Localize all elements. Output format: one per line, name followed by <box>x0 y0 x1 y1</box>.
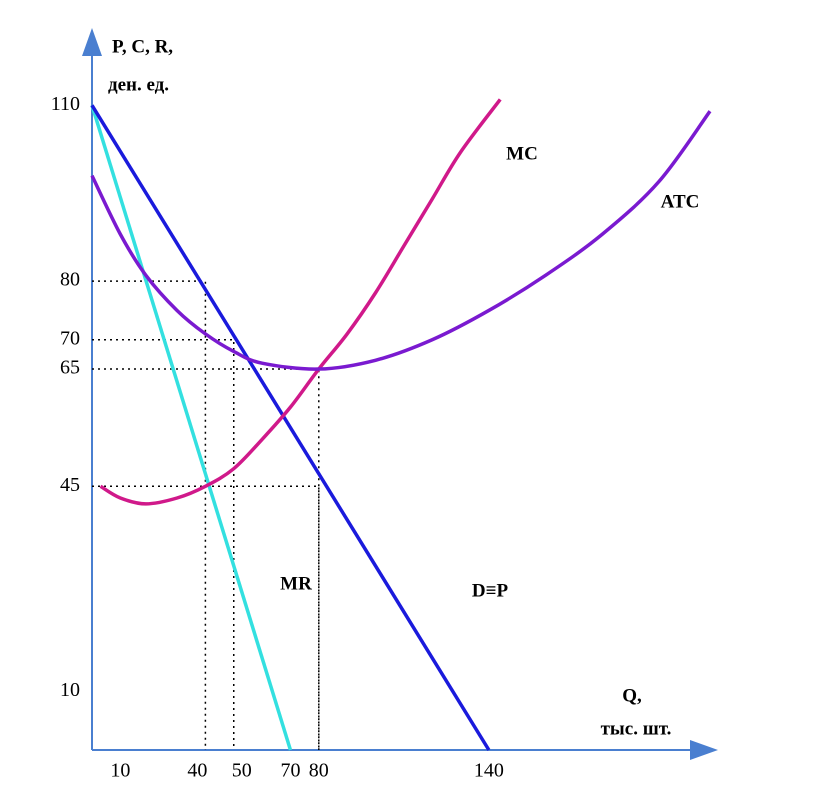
curve-label: MC <box>506 143 538 164</box>
x-axis-label: тыс. шт. <box>601 718 672 739</box>
guide-line <box>92 280 207 750</box>
y-tick-label: 45 <box>60 474 80 496</box>
guide-line <box>92 368 320 750</box>
curve <box>90 110 712 371</box>
y-tick-label: 110 <box>51 93 80 115</box>
x-axis-label: Q, <box>622 685 642 706</box>
curve-label: ATC <box>661 191 700 212</box>
y-axis-label: P, C, R, <box>112 36 173 57</box>
guide-line <box>92 485 320 750</box>
curve <box>90 104 491 751</box>
x-tick-label: 10 <box>110 760 130 782</box>
x-tick-label: 70 <box>280 760 300 782</box>
x-tick-label: 40 <box>187 760 207 782</box>
x-tick-label: 80 <box>309 760 329 782</box>
curve <box>90 104 293 751</box>
x-tick-label: 140 <box>474 760 504 782</box>
curve-label: MR <box>280 573 312 594</box>
curve-label: D≡P <box>472 580 509 601</box>
y-axis-label: ден. ед. <box>108 74 169 95</box>
y-tick-label: 70 <box>60 327 80 349</box>
x-tick-label: 50 <box>232 760 252 782</box>
y-tick-label: 10 <box>60 679 80 701</box>
y-tick-label: 65 <box>60 357 80 379</box>
curve <box>99 98 502 506</box>
guide-line <box>92 339 235 750</box>
y-tick-label: 80 <box>60 269 80 291</box>
